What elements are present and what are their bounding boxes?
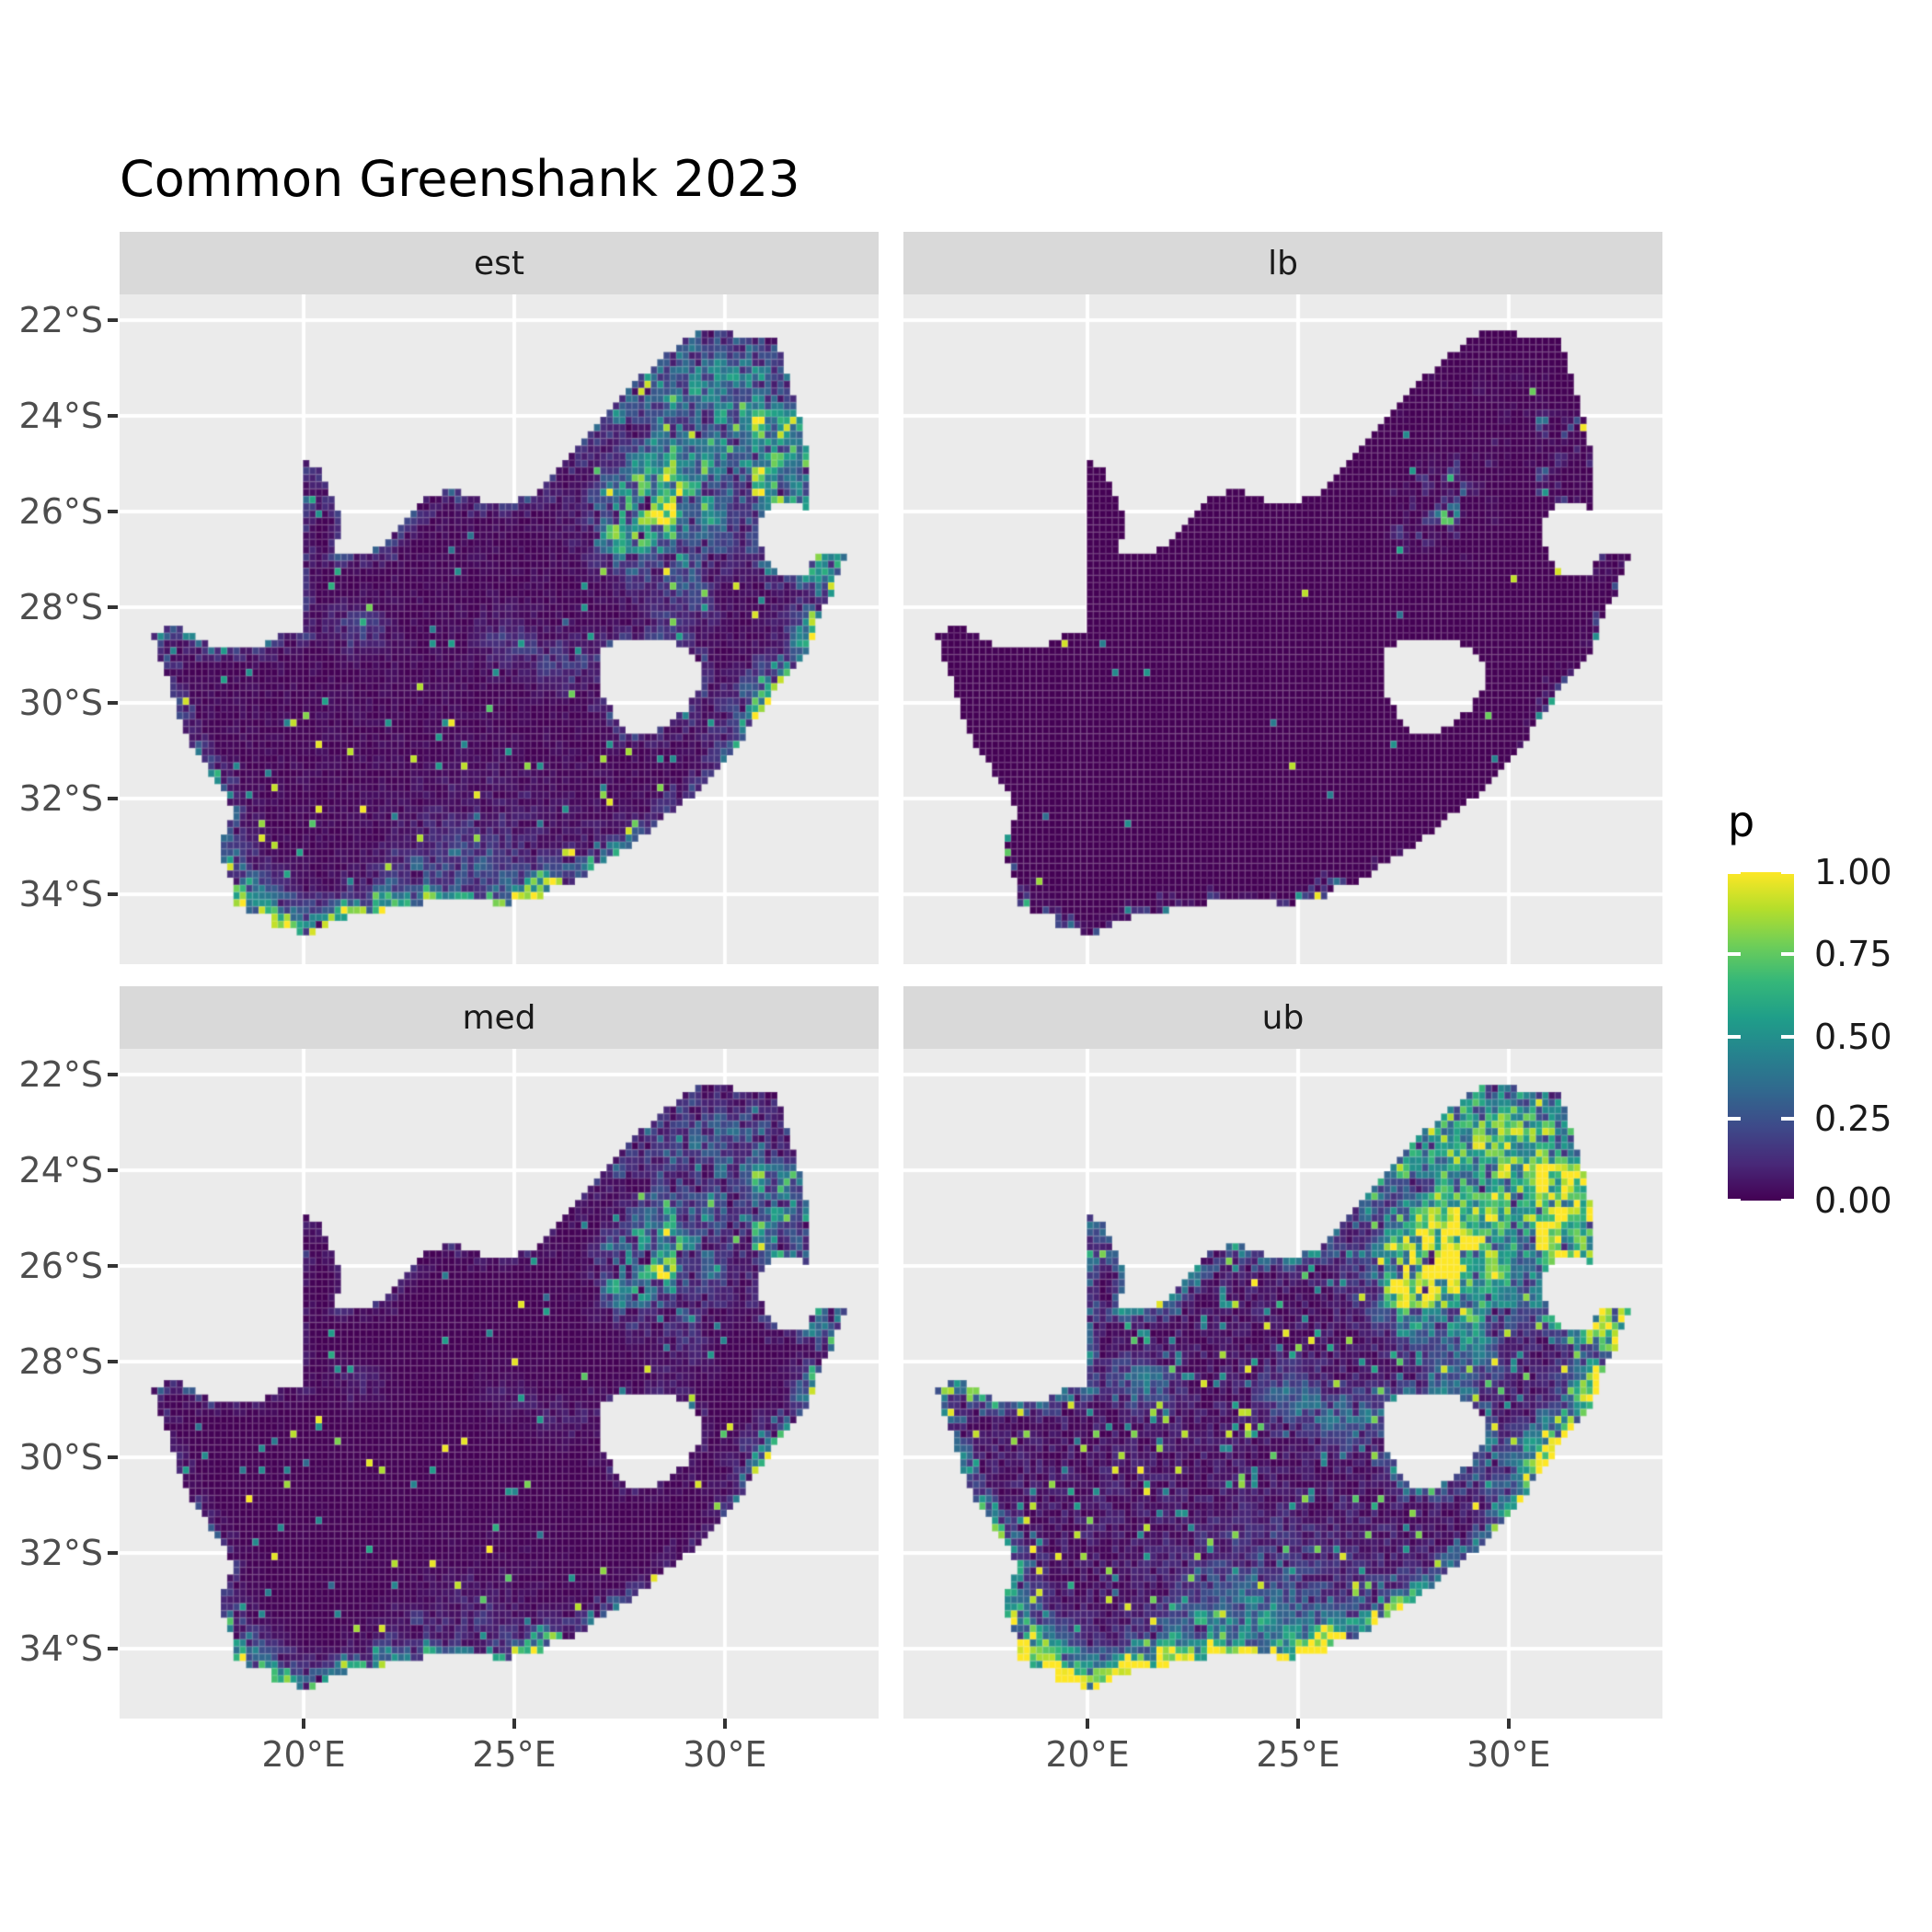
- legend-tick-mark: [1728, 1116, 1741, 1121]
- y-tick-mark: [108, 318, 118, 323]
- x-tick-mark: [1295, 1719, 1300, 1729]
- map-panel-ub: [903, 1049, 1662, 1719]
- x-tick-mark: [722, 1719, 727, 1729]
- x-tick-label: 30°E: [1466, 1734, 1551, 1775]
- x-tick-label: 20°E: [1045, 1734, 1130, 1775]
- y-tick-mark: [108, 1551, 118, 1556]
- legend-tick-mark: [1728, 872, 1741, 874]
- legend-colorbar: [1728, 872, 1794, 1201]
- y-tick-mark: [108, 1168, 118, 1173]
- facet-strip-label: est: [473, 244, 525, 282]
- y-tick-mark: [108, 1455, 118, 1460]
- y-tick-label: 28°S: [18, 1341, 103, 1383]
- chart-title: Common Greenshank 2023: [120, 150, 800, 208]
- facet-strip-label: ub: [1261, 998, 1305, 1037]
- legend-tick-label: 0.00: [1814, 1180, 1892, 1221]
- y-tick-label: 32°S: [18, 778, 103, 820]
- facet-strip-med: med: [120, 986, 879, 1049]
- facet-strip-lb: lb: [903, 232, 1662, 294]
- x-tick-mark: [302, 1719, 306, 1729]
- map-panel-lb: [903, 294, 1662, 964]
- y-tick-mark: [108, 510, 118, 514]
- y-tick-mark: [108, 701, 118, 706]
- legend-tick-mark: [1728, 1034, 1741, 1039]
- y-tick-mark: [108, 1073, 118, 1077]
- y-tick-label: 24°S: [18, 1150, 103, 1191]
- x-tick-mark: [1086, 1719, 1090, 1729]
- y-tick-label: 22°S: [18, 1054, 103, 1096]
- map-panel-med: [120, 1049, 879, 1719]
- legend-tick-mark: [1781, 1116, 1794, 1121]
- facet-strip-label: med: [462, 998, 536, 1037]
- x-tick-label: 30°E: [683, 1734, 767, 1775]
- legend-tick-label: 0.25: [1814, 1098, 1892, 1139]
- x-tick-label: 25°E: [472, 1734, 557, 1775]
- y-tick-mark: [108, 892, 118, 897]
- legend-tick-mark: [1781, 1199, 1794, 1201]
- y-tick-mark: [108, 1264, 118, 1269]
- legend-title: p: [1728, 797, 1755, 846]
- y-tick-mark: [108, 1647, 118, 1651]
- y-tick-label: 28°S: [18, 587, 103, 628]
- y-tick-label: 26°S: [18, 491, 103, 533]
- y-tick-mark: [108, 605, 118, 610]
- legend-tick-mark: [1781, 1034, 1794, 1039]
- y-tick-label: 34°S: [18, 1628, 103, 1670]
- y-tick-mark: [108, 1360, 118, 1364]
- y-tick-label: 24°S: [18, 396, 103, 437]
- y-tick-label: 26°S: [18, 1246, 103, 1287]
- legend-tick-mark: [1728, 952, 1741, 957]
- x-tick-label: 20°E: [261, 1734, 346, 1775]
- x-tick-mark: [512, 1719, 516, 1729]
- map-panel-est: [120, 294, 879, 964]
- y-tick-mark: [108, 797, 118, 801]
- x-tick-label: 25°E: [1256, 1734, 1340, 1775]
- facet-strip-ub: ub: [903, 986, 1662, 1049]
- legend-tick-mark: [1728, 1199, 1741, 1201]
- x-tick-mark: [1506, 1719, 1511, 1729]
- facet-strip-est: est: [120, 232, 879, 294]
- y-tick-label: 34°S: [18, 874, 103, 915]
- y-tick-label: 30°S: [18, 1437, 103, 1478]
- facet-strip-label: lb: [1268, 244, 1298, 282]
- legend-tick-label: 1.00: [1814, 852, 1892, 892]
- y-tick-label: 32°S: [18, 1533, 103, 1574]
- legend-tick-mark: [1781, 952, 1794, 957]
- legend-tick-label: 0.50: [1814, 1016, 1892, 1057]
- legend-tick-mark: [1781, 872, 1794, 874]
- y-tick-mark: [108, 414, 118, 419]
- y-tick-label: 22°S: [18, 300, 103, 341]
- legend-tick-label: 0.75: [1814, 934, 1892, 975]
- y-tick-label: 30°S: [18, 683, 103, 724]
